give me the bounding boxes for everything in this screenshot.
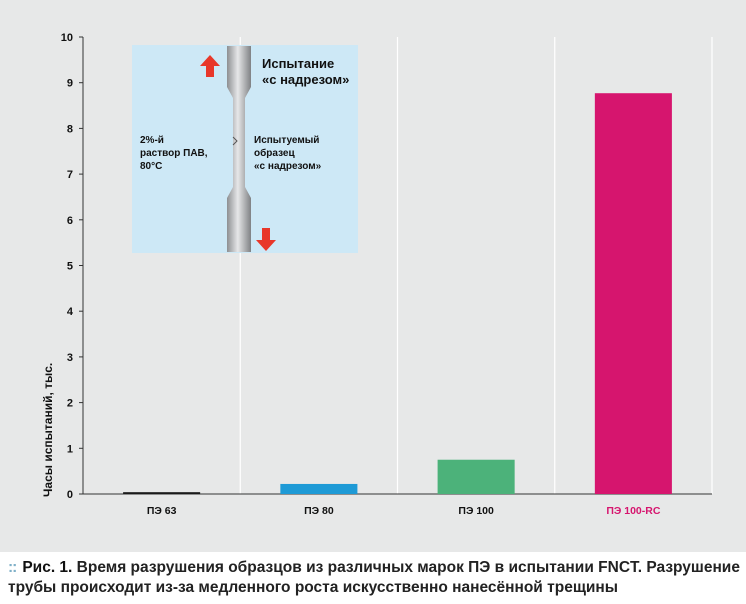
arrow-up-icon xyxy=(200,55,220,77)
caption-lead: Рис. 1. xyxy=(22,559,73,576)
inset-left-line1: 2%-й xyxy=(140,135,164,146)
inset-title-line2: «с надрезом» xyxy=(262,72,349,87)
y-tick-label: 7 xyxy=(67,169,73,181)
caption-text: Время разрушения образцов из различных м… xyxy=(8,559,740,596)
test-specimen xyxy=(227,46,251,252)
y-axis-label: Часы испытаний, тыс. xyxy=(41,363,55,497)
bar-chart: 0 1 2 3 4 5 6 7 8 9 10 ПЭ 63 ПЭ 80 ПЭ 100 ПЭ 100-RC Ч… xyxy=(41,32,713,517)
x-tick-label: ПЭ 63 xyxy=(147,505,177,517)
y-tick-label: 3 xyxy=(67,352,73,364)
bar xyxy=(123,492,201,494)
inset-title-line1: Испытание xyxy=(262,56,334,71)
inset-diagram: Испытание «с надрезом» 2%-й раствор ПАВ,… xyxy=(132,45,358,253)
x-tick-label: ПЭ 80 xyxy=(304,505,334,517)
y-tick-label: 2 xyxy=(67,398,73,410)
notch-mark xyxy=(232,136,238,146)
inset-right-line2: образец xyxy=(254,147,295,159)
bars xyxy=(123,93,672,494)
figure-caption: :: Рис. 1. Время разрушения образцов из р… xyxy=(8,558,742,598)
y-tick-label: 8 xyxy=(67,123,73,135)
y-axis-ticks: 0 1 2 3 4 5 6 7 8 9 10 xyxy=(61,32,83,501)
x-axis-labels: ПЭ 63 ПЭ 80 ПЭ 100 ПЭ 100-RC xyxy=(147,505,661,517)
y-tick-label: 6 xyxy=(67,215,73,227)
y-tick-label: 9 xyxy=(67,78,73,90)
bar xyxy=(437,459,515,494)
x-tick-label: ПЭ 100-RC xyxy=(606,505,661,517)
caption-marker: :: xyxy=(8,559,17,576)
y-tick-label: 1 xyxy=(67,443,73,455)
inset-right-line1: Испытуемый xyxy=(254,135,319,146)
inset-left-line3: 80°С xyxy=(140,161,162,172)
arrow-down-icon xyxy=(256,228,276,251)
y-tick-label: 0 xyxy=(67,489,73,501)
inset-left-line2: раствор ПАВ, xyxy=(140,148,208,159)
bar xyxy=(280,483,358,494)
y-tick-label: 5 xyxy=(67,261,73,273)
y-tick-label: 4 xyxy=(67,306,74,318)
y-tick-label: 10 xyxy=(61,32,73,44)
bar xyxy=(594,93,672,494)
inset-right-line3: «с надрезом» xyxy=(254,161,322,172)
x-tick-label: ПЭ 100 xyxy=(458,505,494,517)
